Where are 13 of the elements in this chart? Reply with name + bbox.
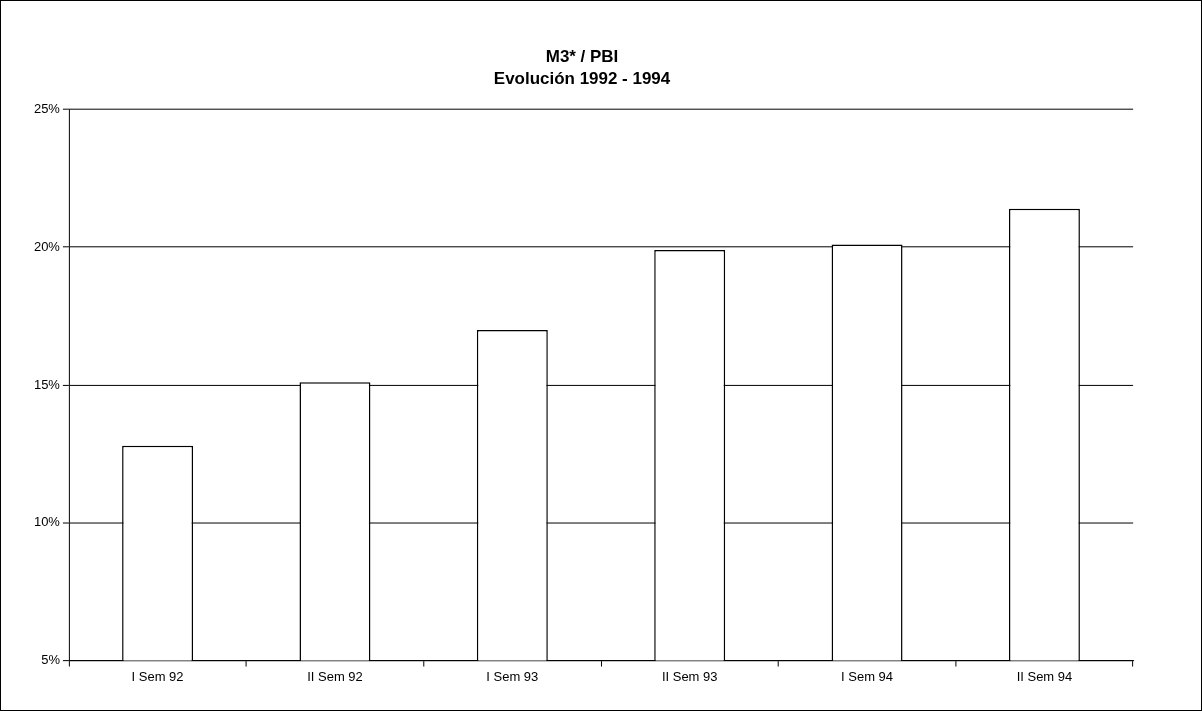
x-tick-label: II Sem 94 xyxy=(1016,668,1073,684)
x-tick-label: II Sem 92 xyxy=(307,668,363,684)
x-tick-label: II Sem 93 xyxy=(661,668,718,684)
y-tick-label: 25% xyxy=(33,101,61,117)
x-tick-label: I Sem 94 xyxy=(841,668,894,684)
y-tick-label: 10% xyxy=(33,514,61,530)
y-tick-label: 5% xyxy=(41,652,61,668)
y-tick-label: 20% xyxy=(33,238,61,254)
y-tick-label: 15% xyxy=(33,376,61,392)
x-tick-label: I Sem 93 xyxy=(486,668,539,684)
chart-subtitle: Evolución 1992 - 1994 xyxy=(493,69,671,89)
x-tick-label: I Sem 92 xyxy=(131,668,184,684)
chart-title: M3* / PBI xyxy=(545,46,619,66)
